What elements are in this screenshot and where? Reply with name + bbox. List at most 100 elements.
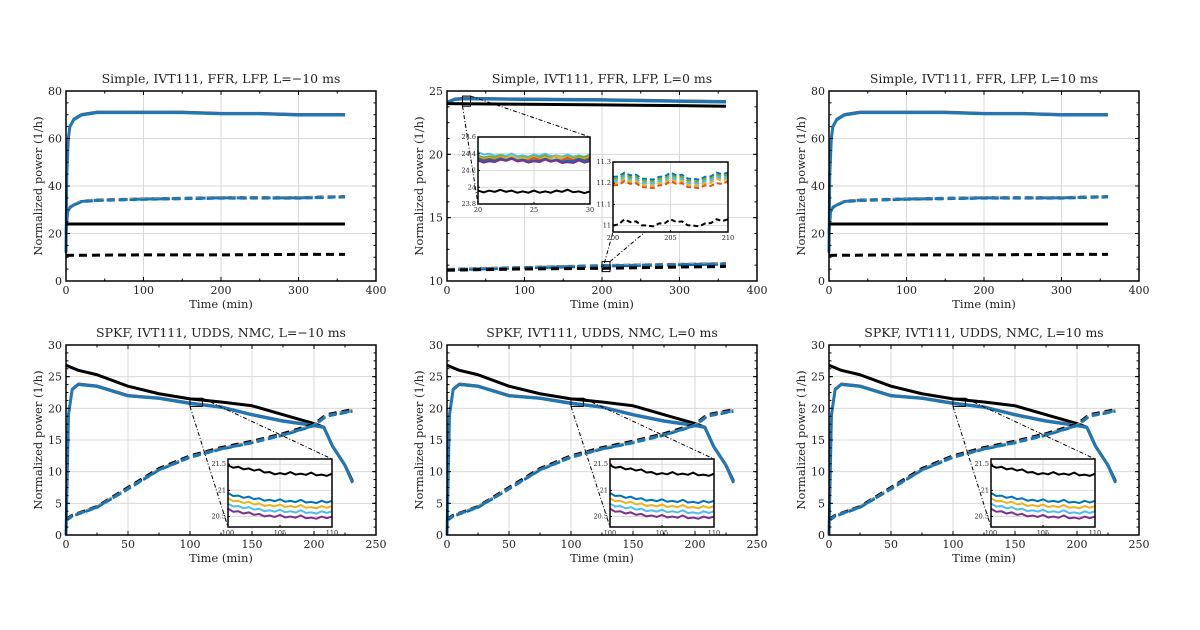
x-axis-label: Time (min) bbox=[189, 297, 253, 311]
zoom-source-box bbox=[189, 397, 203, 407]
y-tick-label: 80 bbox=[811, 85, 825, 98]
inset-x-tick-label: 110 bbox=[1089, 529, 1101, 537]
y-axis-label: Normalized power (1/h) bbox=[794, 370, 808, 509]
inset-x-tick-label: 105 bbox=[656, 529, 668, 537]
y-tick-label: 5 bbox=[55, 497, 62, 510]
y-tick-label: 5 bbox=[436, 497, 443, 510]
inset-plot: 100 105 110 20.5 21 21.5 bbox=[975, 458, 1101, 537]
series-line-estimated-multiple-colors- bbox=[827, 110, 1108, 253]
inset-x-tick-label: 205 bbox=[664, 234, 676, 242]
inset-series-line bbox=[990, 497, 1096, 510]
x-tick-label: 0 bbox=[63, 284, 70, 297]
chart-title: Simple, IVT111, FFR, LFP, L=−10 ms bbox=[102, 71, 341, 86]
x-tick-label: 100 bbox=[943, 538, 964, 551]
inset-series-line bbox=[227, 507, 333, 520]
series-line-estimated-dashed bbox=[64, 196, 346, 235]
x-tick-label: 200 bbox=[974, 284, 995, 297]
x-tick-label: 150 bbox=[1005, 538, 1026, 551]
zoom-connector-line bbox=[189, 406, 229, 528]
y-tick-label: 25 bbox=[429, 85, 443, 98]
inset-y-tick-label: 21.5 bbox=[212, 460, 226, 468]
y-tick-label: 0 bbox=[818, 275, 825, 288]
inset-series-line bbox=[990, 502, 1096, 515]
x-axis-label: Time (min) bbox=[189, 551, 253, 565]
y-tick-label: 5 bbox=[818, 497, 825, 510]
y-axis-label: Normalized power (1/h) bbox=[794, 116, 808, 255]
inset-y-tick-label: 24 bbox=[468, 183, 476, 191]
inset-y-tick-label: 24.2 bbox=[462, 167, 476, 175]
chart-title: Simple, IVT111, FFR, LFP, L=10 ms bbox=[870, 71, 1098, 86]
panel-p2: 0 100 200 300 400 10 15 20 25 Simple, IVT111, FFR… bbox=[412, 71, 768, 311]
y-tick-label: 10 bbox=[429, 275, 443, 288]
x-tick-label: 150 bbox=[242, 538, 263, 551]
series-line-estimated-dashed bbox=[827, 196, 1109, 235]
y-tick-label: 15 bbox=[811, 434, 825, 447]
inset-series-line bbox=[609, 492, 715, 505]
series-line-estimated-dashed bbox=[828, 410, 1116, 522]
series-line-true-solid bbox=[446, 102, 727, 108]
inset-x-tick-label: 105 bbox=[1037, 529, 1049, 537]
inset-x-tick-label: 100 bbox=[985, 529, 997, 537]
x-tick-label: 300 bbox=[288, 284, 309, 297]
x-tick-label: 0 bbox=[63, 538, 70, 551]
inset-x-tick-label: 110 bbox=[326, 529, 338, 537]
inset-y-tick-label: 21 bbox=[600, 486, 608, 494]
x-tick-label: 50 bbox=[884, 538, 898, 551]
inset-y-tick-label: 20.5 bbox=[975, 513, 989, 521]
x-axis-label: Time (min) bbox=[570, 297, 634, 311]
x-tick-label: 300 bbox=[669, 284, 690, 297]
inset-x-tick-label: 100 bbox=[222, 529, 234, 537]
inset-y-tick-label: 21 bbox=[218, 486, 226, 494]
series-line-estimated-dashed bbox=[446, 410, 734, 522]
zoom-connector-line bbox=[462, 106, 479, 205]
inset-series-line bbox=[477, 157, 591, 164]
x-tick-label: 0 bbox=[444, 284, 451, 297]
chart-title: SPKF, IVT111, UDDS, NMC, L=0 ms bbox=[486, 325, 718, 340]
inset-y-tick-label: 11 bbox=[603, 222, 611, 230]
chart-title: Simple, IVT111, FFR, LFP, L=0 ms bbox=[492, 71, 712, 86]
x-axis-label: Time (min) bbox=[952, 551, 1016, 565]
y-tick-label: 15 bbox=[429, 212, 443, 225]
inset-series-line bbox=[612, 218, 729, 228]
x-tick-label: 200 bbox=[304, 538, 325, 551]
zoom-connector-line bbox=[583, 397, 715, 460]
zoom-connector-line bbox=[202, 397, 333, 460]
zoom-connector-line bbox=[470, 95, 591, 138]
inset-y-tick-label: 11.2 bbox=[597, 179, 611, 187]
inset-x-tick-label: 105 bbox=[274, 529, 286, 537]
inset-y-tick-label: 11.3 bbox=[597, 158, 611, 166]
inset-series-line bbox=[990, 507, 1096, 520]
panel-p5: 0 50 100 150 200 250 0 5 10 15 20 25 30 SPKF, IVT111,… bbox=[412, 325, 768, 565]
x-tick-label: 200 bbox=[211, 284, 232, 297]
y-tick-label: 0 bbox=[818, 529, 825, 542]
inset-x-tick-label: 210 bbox=[722, 234, 734, 242]
x-tick-label: 100 bbox=[561, 538, 582, 551]
y-tick-label: 30 bbox=[429, 339, 443, 352]
series-line-estimated-multiple-colors- bbox=[446, 97, 727, 104]
inset-plot: 20 25 30 23.8 24 24.2 24.4 24.6 bbox=[462, 133, 595, 214]
inset-y-tick-label: 24.4 bbox=[462, 150, 476, 158]
x-tick-label: 300 bbox=[1051, 284, 1072, 297]
y-tick-label: 10 bbox=[48, 466, 62, 479]
y-tick-label: 60 bbox=[48, 133, 62, 146]
x-tick-label: 250 bbox=[1129, 538, 1150, 551]
y-tick-label: 20 bbox=[48, 228, 62, 241]
series-line-estimated-dashed bbox=[828, 409, 1116, 522]
y-tick-label: 25 bbox=[811, 371, 825, 384]
y-tick-label: 15 bbox=[429, 434, 443, 447]
inset-series-line bbox=[227, 464, 333, 477]
y-tick-label: 25 bbox=[429, 371, 443, 384]
inset-series-line bbox=[477, 188, 591, 195]
inset-series-line bbox=[609, 502, 715, 515]
x-tick-label: 0 bbox=[444, 538, 451, 551]
chart-title: SPKF, IVT111, UDDS, NMC, L=−10 ms bbox=[96, 325, 346, 340]
inset-series-line bbox=[227, 502, 333, 515]
series-line-estimated-dashed bbox=[65, 410, 353, 522]
x-tick-label: 200 bbox=[1067, 538, 1088, 551]
inset-series-line bbox=[227, 492, 333, 505]
x-tick-label: 250 bbox=[366, 538, 387, 551]
series-line-estimated-dashed bbox=[65, 409, 353, 522]
x-tick-label: 50 bbox=[502, 538, 516, 551]
y-tick-label: 15 bbox=[48, 434, 62, 447]
x-tick-label: 150 bbox=[623, 538, 644, 551]
